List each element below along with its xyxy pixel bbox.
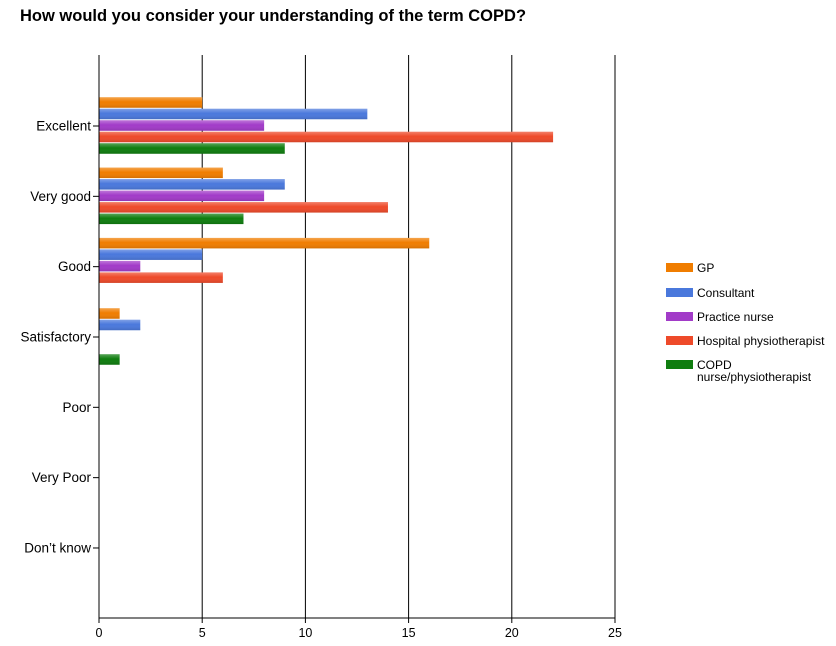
bar-shading bbox=[99, 308, 120, 319]
bar-shading bbox=[99, 97, 203, 108]
legend-item: Consultant bbox=[666, 287, 836, 299]
legend-item: Practice nurse bbox=[666, 311, 836, 323]
x-tick-label: 10 bbox=[298, 626, 312, 640]
bar-shading bbox=[99, 167, 223, 179]
legend-swatch bbox=[666, 336, 693, 345]
category-label: Good bbox=[58, 259, 91, 274]
bars bbox=[99, 97, 554, 365]
bar-shading bbox=[99, 131, 554, 143]
legend-swatch bbox=[666, 263, 693, 272]
axes: 0 5 10 15 20 25 Excellent Very good Good Satisfac… bbox=[20, 55, 622, 640]
legend-label: Consultant bbox=[697, 286, 755, 300]
x-tick-label: 20 bbox=[505, 626, 519, 640]
x-tick-label: 15 bbox=[402, 626, 416, 640]
bar-shading bbox=[99, 354, 120, 365]
legend-label: Hospital physiotherapist bbox=[697, 334, 825, 348]
category-label: Excellent bbox=[36, 119, 91, 134]
chart-title: How would you consider your understandin… bbox=[20, 7, 527, 25]
bar-shading bbox=[99, 272, 223, 283]
category-label: Very good bbox=[30, 189, 91, 204]
bar-shading bbox=[99, 190, 265, 202]
bar-shading bbox=[99, 319, 141, 331]
x-tick-label: 0 bbox=[96, 626, 103, 640]
bar-shading bbox=[99, 237, 430, 249]
gridlines bbox=[201, 55, 616, 618]
legend-item: GP bbox=[666, 262, 836, 274]
bar-shading bbox=[99, 120, 265, 131]
legend-label: Practice nurse bbox=[697, 310, 774, 324]
legend-label: COPD nurse/physiotherapist bbox=[697, 358, 812, 384]
chart-legend: GP Consultant Practice nurse Hospital physi… bbox=[666, 262, 836, 383]
legend-item: COPD nurse/physiotherapist bbox=[666, 359, 836, 383]
bar-shading bbox=[99, 179, 285, 190]
legend-label: GP bbox=[697, 261, 715, 275]
bar-shading bbox=[99, 202, 388, 213]
bar-shading bbox=[99, 213, 244, 225]
legend-swatch bbox=[666, 312, 693, 321]
bar-shading bbox=[99, 260, 141, 272]
bar-shading bbox=[99, 249, 203, 260]
x-tick-label: 25 bbox=[608, 626, 622, 640]
category-label: Poor bbox=[62, 400, 91, 415]
category-label: Very Poor bbox=[32, 470, 92, 485]
legend-swatch bbox=[666, 288, 693, 297]
legend-item: Hospital physiotherapist bbox=[666, 335, 836, 347]
bar-shading bbox=[99, 143, 285, 154]
x-tick-label: 5 bbox=[199, 626, 206, 640]
category-label: Don’t know bbox=[24, 540, 91, 555]
bar-shading bbox=[99, 108, 368, 120]
category-label: Satisfactory bbox=[20, 329, 91, 344]
legend-swatch bbox=[666, 360, 693, 369]
